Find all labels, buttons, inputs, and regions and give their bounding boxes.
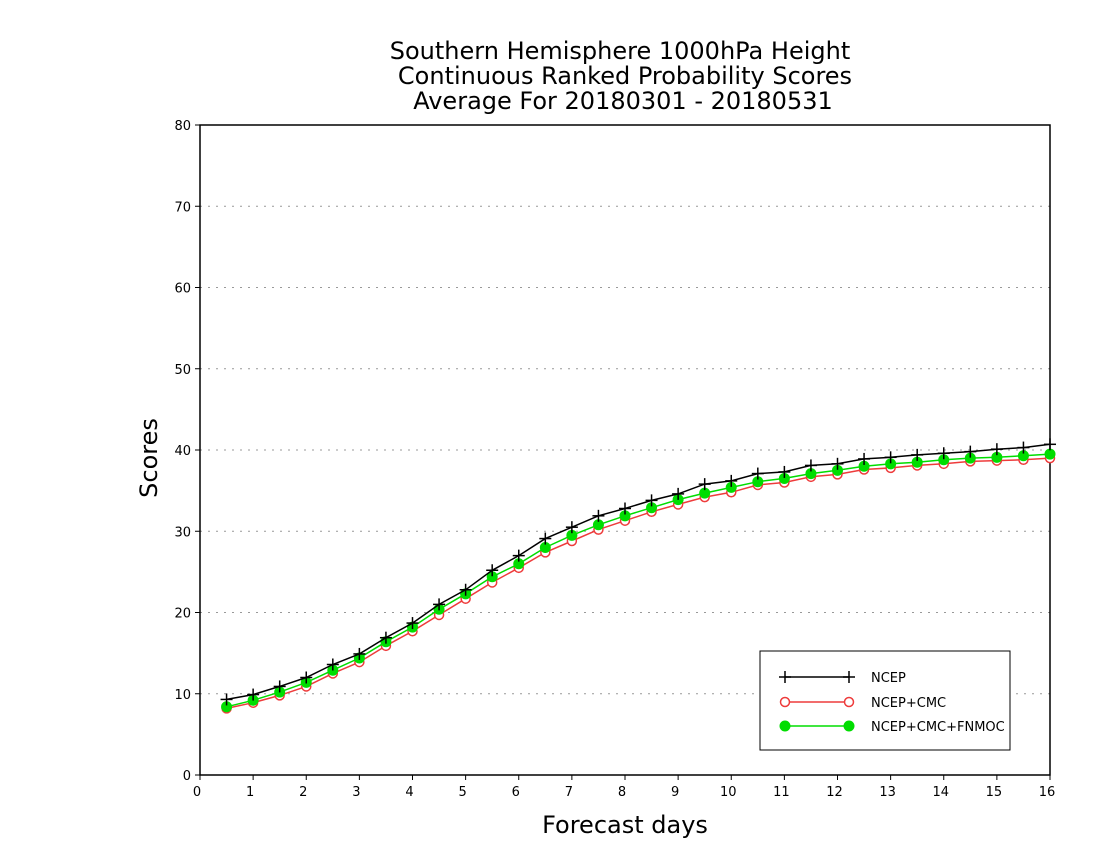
- data-point-ncep-3: [300, 671, 313, 684]
- legend-marker-end-ncep: [843, 671, 855, 683]
- x-tick-label-12: 12: [826, 785, 843, 800]
- x-tick-label-5: 5: [458, 785, 466, 800]
- data-point-ncep-12: [539, 532, 552, 545]
- y-tick-label-80: 80: [174, 119, 191, 134]
- y-tick-label-70: 70: [174, 200, 191, 215]
- y-tick-label-0: 0: [183, 769, 191, 784]
- data-point-ncep-15: [619, 502, 631, 515]
- data-point-ncep-20: [751, 467, 764, 480]
- data-point-ncep-14: [592, 509, 605, 522]
- data-point-ncep-29: [990, 443, 1003, 456]
- data-point-ncep-17: [672, 487, 685, 500]
- data-point-ncep-21: [778, 465, 791, 478]
- y-tick-label-60: 60: [174, 282, 191, 297]
- legend: NCEP NCEP+CMC NCEP+CMC+FNMOC: [759, 650, 1011, 751]
- legend-label-ncep-cmc: NCEP+CMC: [871, 696, 946, 711]
- data-point-ncep-0: [220, 693, 233, 706]
- legend-item-ncep: NCEP: [779, 671, 906, 686]
- x-tick-label-11: 11: [773, 785, 790, 800]
- legend-item-ncep-cmc-fnmoc: NCEP+CMC+FNMOC: [779, 720, 1005, 735]
- y-tick-label-20: 20: [174, 607, 191, 622]
- x-tick-label-13: 13: [879, 785, 896, 800]
- data-point-ncep-19: [725, 474, 738, 487]
- y-tick-label-10: 10: [174, 688, 191, 703]
- data-point-ncep-30: [1017, 441, 1030, 454]
- data-point-ncep-16: [645, 494, 658, 507]
- legend-items: NCEP NCEP+CMC NCEP+CMC+FNMOC: [779, 671, 1005, 735]
- data-point-ncep-9: [459, 583, 472, 596]
- data-point-ncep-18: [698, 478, 711, 491]
- data-point-ncep-31: [1044, 438, 1056, 451]
- x-tick-label-15: 15: [986, 785, 1003, 800]
- y-tick-label-50: 50: [174, 363, 191, 378]
- chart-title-line-1: Southern Hemisphere 1000hPa Height: [390, 37, 850, 65]
- data-point-ncep-23: [831, 457, 844, 470]
- x-tick-label-2: 2: [299, 785, 307, 800]
- y-axis-label: Scores: [135, 418, 163, 498]
- x-tick-label-3: 3: [352, 785, 360, 800]
- data-point-ncep-7: [406, 617, 419, 630]
- y-tick-label-30: 30: [174, 525, 191, 540]
- chart-title-line-2: Continuous Ranked Probability Scores: [398, 62, 852, 90]
- x-tick-label-6: 6: [512, 785, 520, 800]
- data-point-ncep-28: [964, 445, 977, 458]
- legend-marker-start-ncep: [779, 671, 791, 683]
- x-tick-label-7: 7: [565, 785, 573, 800]
- data-point-ncep-22: [804, 459, 817, 472]
- data-point-ncep-25: [884, 451, 897, 464]
- legend-marker-end-ncep-cmc-fnmoc: [843, 720, 855, 732]
- data-point-ncep-24: [858, 452, 871, 465]
- legend-marker-start-ncep-cmc-fnmoc: [779, 720, 791, 732]
- x-tick-label-9: 9: [671, 785, 679, 800]
- data-point-ncep-26: [911, 448, 924, 461]
- data-point-ncep-10: [486, 564, 499, 577]
- data-point-ncep-2: [273, 680, 286, 693]
- data-point-ncep-8: [433, 598, 446, 611]
- x-tick-label-4: 4: [405, 785, 413, 800]
- data-point-ncep-4: [326, 658, 339, 671]
- data-point-ncep-1: [247, 688, 260, 701]
- x-tick-label-10: 10: [720, 785, 737, 800]
- series-group: [220, 438, 1056, 714]
- x-tick-label-8: 8: [618, 785, 626, 800]
- data-point-ncep-cmc-fnmoc-31: [1044, 448, 1056, 460]
- data-point-ncep-13: [565, 521, 578, 534]
- legend-marker-end-ncep-cmc: [843, 696, 855, 708]
- x-tick-label-0: 0: [193, 785, 201, 800]
- data-point-ncep-11: [512, 549, 525, 562]
- x-tick-label-14: 14: [932, 785, 949, 800]
- legend-label-ncep: NCEP: [871, 671, 906, 686]
- y-tick-label-40: 40: [174, 444, 191, 459]
- x-tick-label-16: 16: [1039, 785, 1056, 800]
- legend-marker-start-ncep-cmc: [779, 696, 791, 708]
- x-axis-label: Forecast days: [542, 811, 708, 839]
- data-point-ncep-5: [353, 647, 366, 660]
- data-point-ncep-6: [379, 631, 392, 644]
- grid-lines: [200, 205, 1050, 695]
- legend-box: [759, 650, 1011, 751]
- chart-title-line-3: Average For 20180301 - 20180531: [413, 87, 833, 115]
- x-tick-label-1: 1: [246, 785, 254, 800]
- legend-item-ncep-cmc: NCEP+CMC: [779, 696, 946, 711]
- legend-label-ncep-cmc-fnmoc: NCEP+CMC+FNMOC: [871, 720, 1005, 735]
- series-ncep: [220, 438, 1056, 706]
- data-point-ncep-27: [937, 447, 950, 460]
